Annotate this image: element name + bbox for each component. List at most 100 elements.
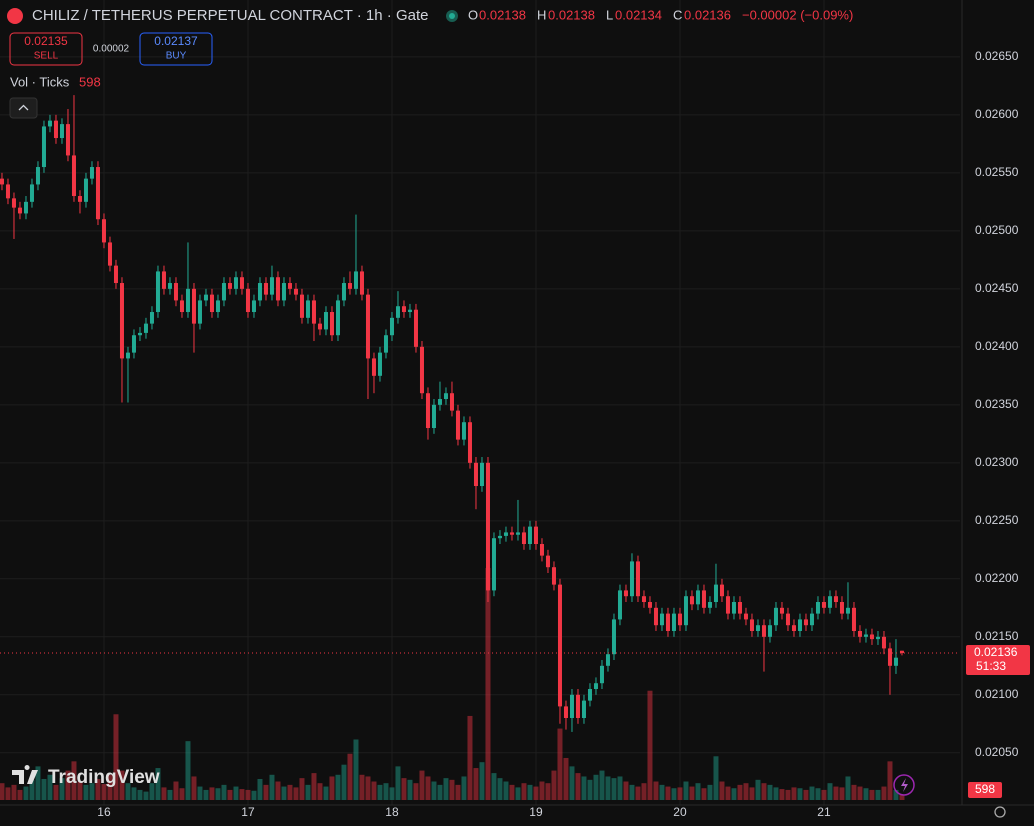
volume-bar [707, 784, 713, 800]
volume-bar [479, 762, 485, 800]
ohlc-c-label: C [673, 7, 682, 22]
candle-body [197, 300, 202, 324]
candle-body [467, 422, 472, 463]
volume-bar [851, 784, 857, 800]
logo-text: TradingView [48, 767, 160, 788]
sell-button[interactable] [9, 32, 83, 66]
volume-bar [593, 774, 599, 800]
candle-body [833, 596, 838, 603]
candle-body [215, 300, 220, 313]
volume-bar [191, 776, 197, 800]
volume-bar [665, 786, 671, 800]
volume-bar [251, 790, 257, 800]
candle-body [815, 602, 820, 614]
volume-bar [641, 783, 647, 800]
volume-bar [563, 757, 569, 800]
candle-body [653, 607, 658, 626]
candle-body [581, 700, 586, 719]
candle-body [827, 596, 832, 608]
candle-body [551, 567, 556, 585]
candle-body [179, 300, 184, 313]
volume-bar [695, 783, 701, 800]
volume-bar [857, 786, 863, 800]
volume-bar [293, 787, 299, 800]
volume-bar [575, 773, 581, 800]
candle-body [461, 422, 466, 440]
y-tick-label: 0.02150 [975, 629, 1019, 643]
volume-bar [323, 786, 329, 800]
last-price-box [966, 645, 1030, 676]
candle-body [371, 358, 376, 376]
candle-body [329, 312, 334, 336]
candle-body [785, 613, 790, 626]
volume-bar [647, 690, 653, 800]
candle-body [521, 532, 526, 545]
candle-body [563, 706, 568, 719]
candle-body [155, 271, 160, 313]
candle-body [737, 602, 742, 614]
candle-body [335, 300, 340, 336]
candle-body [641, 596, 646, 603]
volume-bar [71, 761, 77, 800]
volume-bar [89, 783, 95, 800]
candle-body [671, 613, 676, 632]
candle-body [893, 657, 898, 666]
candle-body [395, 306, 400, 318]
volume-bar [827, 783, 833, 800]
settings-icon[interactable] [994, 806, 1006, 818]
candle-body [767, 625, 772, 637]
candle-body [809, 613, 814, 626]
candle-body [773, 607, 778, 626]
volume-bar [881, 786, 887, 800]
volume-bar [863, 788, 869, 800]
volume-bar [599, 770, 605, 800]
candle-body [623, 590, 628, 597]
candle-body [527, 526, 532, 545]
candle-body [65, 124, 70, 156]
volume-bar [821, 789, 827, 800]
candle-body [107, 242, 112, 266]
candle-body [731, 602, 736, 614]
candle-body [35, 167, 40, 185]
volume-bar [41, 778, 47, 800]
candle-body [473, 462, 478, 487]
candle-body [143, 323, 148, 333]
candle-body [665, 613, 670, 632]
volume-bar [407, 779, 413, 800]
volume-bar [299, 778, 305, 800]
collapse-button[interactable] [9, 97, 38, 119]
volume-bar [0, 783, 5, 800]
alert-icon[interactable] [893, 774, 915, 796]
volume-bar [629, 784, 635, 800]
volume-bar [605, 776, 611, 800]
volume-bar [209, 787, 215, 800]
symbol-title[interactable]: CHILIZ / TETHERUS PERPETUAL CONTRACT · 1… [32, 7, 428, 24]
candle-body [857, 631, 862, 637]
buy-button[interactable] [139, 32, 213, 66]
volume-bar [845, 776, 851, 800]
candle-body [131, 335, 136, 353]
candle-body [323, 312, 328, 330]
volume-bar [713, 756, 719, 800]
ohlc-h-label: H [537, 7, 546, 22]
volume-bar [725, 786, 731, 800]
candle-body [635, 561, 640, 597]
candle-body [863, 634, 868, 637]
volume-bar [791, 787, 797, 800]
candle-body [203, 294, 208, 301]
candle-body [605, 654, 610, 666]
candle-body [353, 271, 358, 289]
candle-body [263, 283, 268, 295]
candle-body [797, 619, 802, 632]
volume-bar [221, 784, 227, 800]
sell-price: 0.02135 [24, 34, 68, 48]
volume-bar [263, 784, 269, 800]
candle-body [161, 271, 166, 289]
alert-bolt [901, 778, 908, 792]
candle-body [419, 346, 424, 394]
ohlc-c-value: 0.02136 [684, 7, 731, 22]
volume-bar [491, 773, 497, 800]
candle-body [569, 694, 574, 719]
volume-bar [317, 783, 323, 800]
countdown: 51:33 [976, 659, 1006, 673]
